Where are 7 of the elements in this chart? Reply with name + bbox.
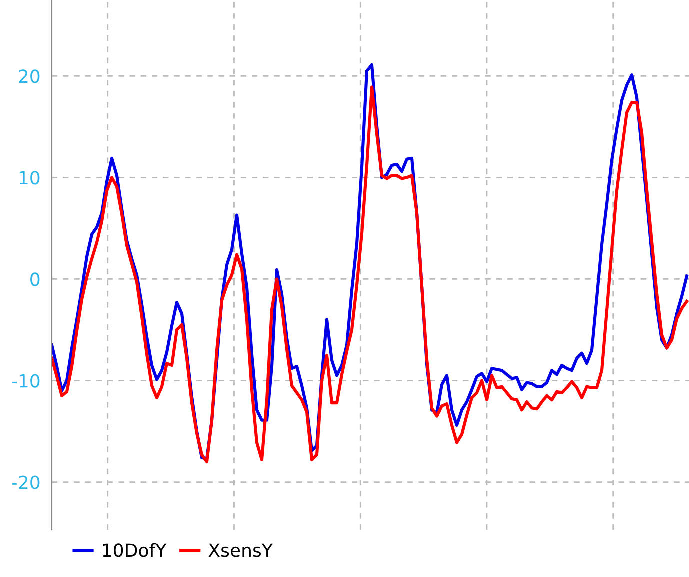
legend-label: XsensY xyxy=(208,544,273,558)
y-tick-label: 20 xyxy=(19,70,40,84)
y-tick-label: -10 xyxy=(12,374,40,388)
y-tick-label: 10 xyxy=(20,171,40,185)
y-tick-label: 0 xyxy=(30,272,40,286)
legend-label: 10DofY xyxy=(103,543,167,558)
y-tick-label: -20 xyxy=(12,476,40,490)
